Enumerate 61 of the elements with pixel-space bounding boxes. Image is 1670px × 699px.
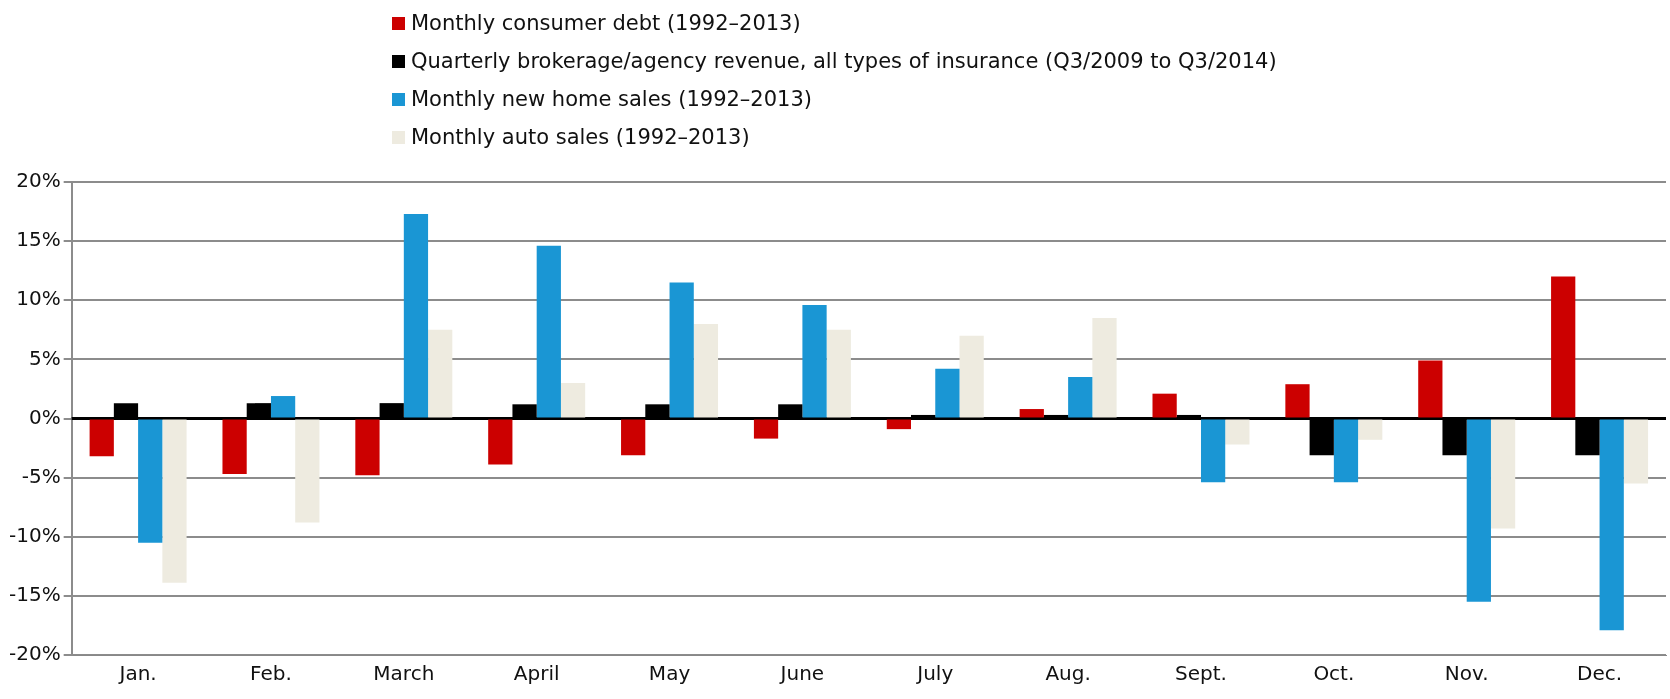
x-tick-label: June bbox=[778, 661, 825, 686]
bar bbox=[428, 329, 453, 418]
y-tick-label: 10% bbox=[16, 286, 61, 311]
legend-label: Monthly consumer debt (1992–2013) bbox=[411, 11, 801, 35]
bar bbox=[669, 282, 694, 418]
x-tick-label: Jan. bbox=[117, 661, 157, 686]
bar bbox=[1599, 419, 1624, 631]
x-tick-label: July bbox=[915, 661, 954, 686]
x-tick-label: March bbox=[373, 661, 435, 686]
bar bbox=[488, 419, 513, 465]
bar bbox=[1418, 360, 1443, 418]
bar bbox=[355, 419, 380, 476]
bar bbox=[1019, 409, 1044, 418]
bar bbox=[1152, 393, 1177, 418]
legend-label: Quarterly brokerage/agency revenue, all types of insurance (Q3/2009 to Q3/2014) bbox=[411, 49, 1277, 73]
bar bbox=[560, 383, 586, 418]
bar bbox=[89, 419, 114, 457]
bar bbox=[1285, 384, 1310, 418]
bar bbox=[536, 245, 561, 418]
bar bbox=[1333, 419, 1359, 483]
x-tick-label: Oct. bbox=[1313, 661, 1355, 686]
x-tick-label: Dec. bbox=[1577, 661, 1623, 686]
y-tick-label: 0% bbox=[28, 404, 61, 429]
bar bbox=[1092, 317, 1117, 418]
bar bbox=[1200, 419, 1226, 483]
bar bbox=[753, 419, 779, 439]
bar bbox=[693, 323, 719, 418]
bar bbox=[886, 419, 912, 430]
y-tick-label: -5% bbox=[21, 463, 61, 488]
bar bbox=[826, 329, 851, 418]
y-tick-label: -10% bbox=[9, 522, 61, 547]
bar bbox=[1225, 419, 1250, 445]
y-tick-label: 15% bbox=[16, 227, 61, 252]
bar bbox=[1490, 419, 1516, 529]
y-tick-label: -20% bbox=[9, 641, 61, 666]
x-tick-label: Feb. bbox=[250, 661, 292, 686]
bar bbox=[295, 419, 320, 523]
bar bbox=[935, 368, 960, 418]
x-tick-label: Nov. bbox=[1444, 661, 1489, 686]
x-tick-label: May bbox=[648, 661, 691, 686]
x-tick-label: Aug. bbox=[1045, 661, 1091, 686]
bar bbox=[621, 419, 646, 456]
bar bbox=[1068, 377, 1093, 418]
bar bbox=[162, 419, 187, 583]
x-tick-label: Sept. bbox=[1175, 661, 1227, 686]
bar bbox=[802, 304, 827, 418]
bar bbox=[1358, 419, 1383, 440]
y-tick-label: 5% bbox=[28, 345, 61, 370]
y-tick-label: -15% bbox=[9, 582, 61, 607]
bar bbox=[959, 335, 984, 418]
bar bbox=[1623, 419, 1649, 484]
bar bbox=[270, 396, 296, 418]
y-tick-label: 20% bbox=[16, 168, 61, 193]
legend-label: Monthly auto sales (1992–2013) bbox=[411, 125, 750, 149]
bar bbox=[222, 419, 247, 475]
legend-label: Monthly new home sales (1992–2013) bbox=[411, 87, 812, 111]
x-tick-label: April bbox=[513, 661, 560, 686]
bar bbox=[138, 419, 163, 543]
bar bbox=[403, 213, 429, 418]
bar bbox=[1551, 276, 1576, 418]
bar bbox=[1466, 419, 1491, 602]
